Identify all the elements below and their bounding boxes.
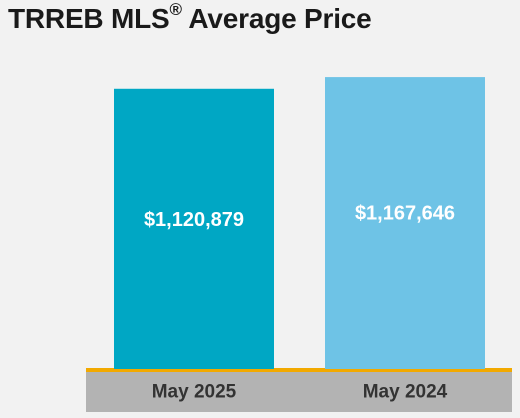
bar-value-label: $1,120,879 [144, 209, 244, 231]
category-tick-label: May 2025 [152, 382, 237, 403]
title-text: TRREB MLS [8, 3, 170, 34]
bar-value-label: $1,167,646 [355, 203, 455, 225]
title-suffix: Average Price [181, 3, 372, 34]
registered-mark: ® [169, 0, 183, 19]
bar-1 [114, 88, 274, 370]
category-tick-label: May 2024 [363, 382, 448, 403]
baseline [86, 368, 512, 372]
bar-2 [325, 77, 485, 369]
chart-title: TRREB MLS® Average Price [8, 0, 372, 35]
category-axis-band [86, 371, 512, 412]
